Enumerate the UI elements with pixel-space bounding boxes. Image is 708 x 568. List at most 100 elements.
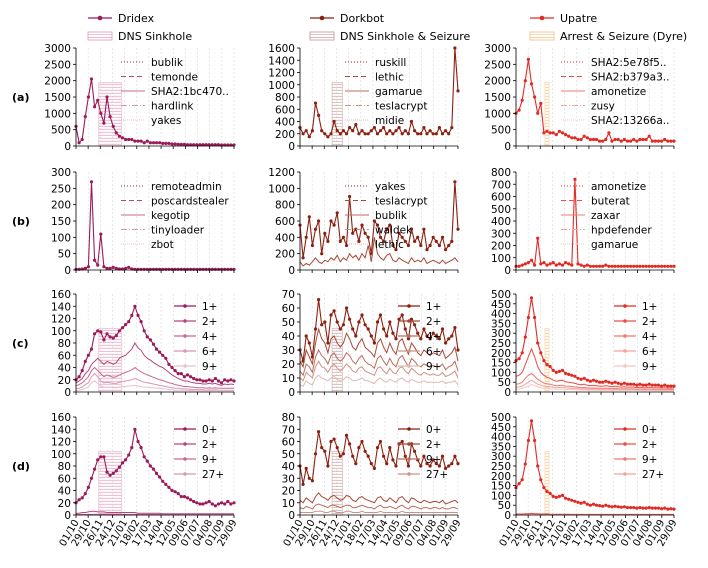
data-point (229, 267, 233, 271)
panel-legend-marker (407, 349, 411, 353)
data-point (536, 236, 540, 240)
data-point (360, 129, 364, 133)
panel-legend: ruskill lethic gamarue teslacrypt midie (345, 57, 428, 127)
y-tick-label: 140 (51, 301, 71, 313)
panel-legend-label: zusy (591, 101, 615, 113)
y-tick-label: 450 (491, 422, 511, 434)
data-point (526, 57, 531, 62)
data-point (145, 139, 149, 143)
y-tick-label: 70 (282, 289, 295, 301)
data-point (124, 458, 128, 462)
panel-legend-label: 9+ (642, 454, 657, 466)
data-point (366, 454, 370, 458)
data-point (329, 219, 333, 223)
data-point (207, 267, 211, 271)
data-point (210, 267, 214, 271)
data-point (105, 470, 109, 474)
data-point (354, 123, 358, 127)
data-point (304, 466, 308, 470)
data-point (317, 430, 321, 434)
data-point (554, 263, 558, 267)
data-point (591, 137, 596, 142)
panel-legend-label: 1+ (642, 301, 657, 313)
data-point (145, 267, 149, 271)
data-point (313, 101, 318, 105)
series-0 (298, 46, 460, 139)
legend-band (87, 31, 113, 41)
data-point (320, 252, 324, 256)
y-tick-label: 200 (275, 249, 295, 261)
data-point (416, 331, 420, 335)
data-point (375, 446, 380, 450)
data-point (663, 264, 667, 268)
row-label: (d) (12, 460, 30, 473)
data-point (450, 334, 454, 338)
data-point (394, 464, 398, 468)
data-point (585, 136, 589, 140)
series-1 (75, 341, 235, 386)
y-tick-label: 100 (51, 326, 71, 338)
data-point (641, 137, 645, 142)
y-tick-label: 70 (282, 424, 295, 436)
y-tick-label: 250 (491, 338, 511, 350)
data-point (660, 507, 664, 511)
panel-legend-label: 6+ (642, 346, 657, 358)
data-point (428, 243, 432, 248)
data-point (111, 124, 115, 128)
data-point (409, 227, 414, 231)
data-point (607, 264, 611, 268)
data-point (108, 473, 112, 477)
data-point (523, 462, 527, 466)
data-point (307, 215, 311, 219)
data-point (351, 327, 355, 331)
data-point (332, 309, 336, 313)
panel-b-dridex: 0 50 100 150 200 250 300 remoteadmin poscardstea… (51, 167, 236, 277)
panel-legend-label: 0+ (202, 424, 217, 436)
data-point (189, 498, 193, 502)
data-point (86, 265, 90, 269)
y-tick-label: 50 (498, 500, 511, 512)
data-point (179, 267, 183, 271)
panel-legend-label: 27+ (426, 469, 448, 481)
y-tick-label: 2500 (44, 59, 71, 71)
top-legend-item-4: Upatre (530, 12, 597, 25)
data-point (102, 265, 106, 269)
y-tick-label: 0 (64, 387, 71, 399)
data-point (520, 478, 524, 482)
data-point (173, 142, 177, 146)
data-point (372, 126, 376, 130)
data-point (406, 243, 410, 248)
series-4 (299, 374, 459, 388)
data-point (591, 502, 596, 506)
y-tick-label: 20 (282, 486, 295, 498)
panel-legend-label: poscardstealer (151, 196, 229, 208)
data-point (632, 382, 636, 386)
data-point (564, 133, 568, 137)
panel-legend-label: 4+ (426, 331, 441, 343)
data-point (133, 267, 137, 271)
panel-legend-label: 2+ (426, 316, 441, 328)
data-point (434, 239, 438, 243)
data-point (416, 132, 420, 136)
series-0 (514, 57, 676, 143)
data-point (545, 489, 549, 494)
data-point (201, 267, 205, 271)
series-1 (76, 510, 234, 515)
panel-legend-marker (183, 304, 187, 308)
data-point (437, 337, 441, 341)
data-point (650, 264, 654, 268)
y-tick-label: 40 (282, 461, 295, 473)
data-point (453, 454, 457, 458)
data-point (598, 380, 602, 384)
panel-a-upatre: 050010001500200025003000SHA2:5e78f5..SHA… (484, 43, 676, 153)
panel-legend-marker (407, 319, 411, 323)
data-point (554, 133, 558, 137)
panel-legend-marker (183, 364, 187, 368)
data-point (317, 113, 321, 117)
data-point (567, 262, 571, 266)
y-tick-label: 0 (64, 265, 71, 277)
data-point (425, 462, 429, 466)
data-point (653, 264, 658, 268)
data-point (629, 382, 633, 386)
